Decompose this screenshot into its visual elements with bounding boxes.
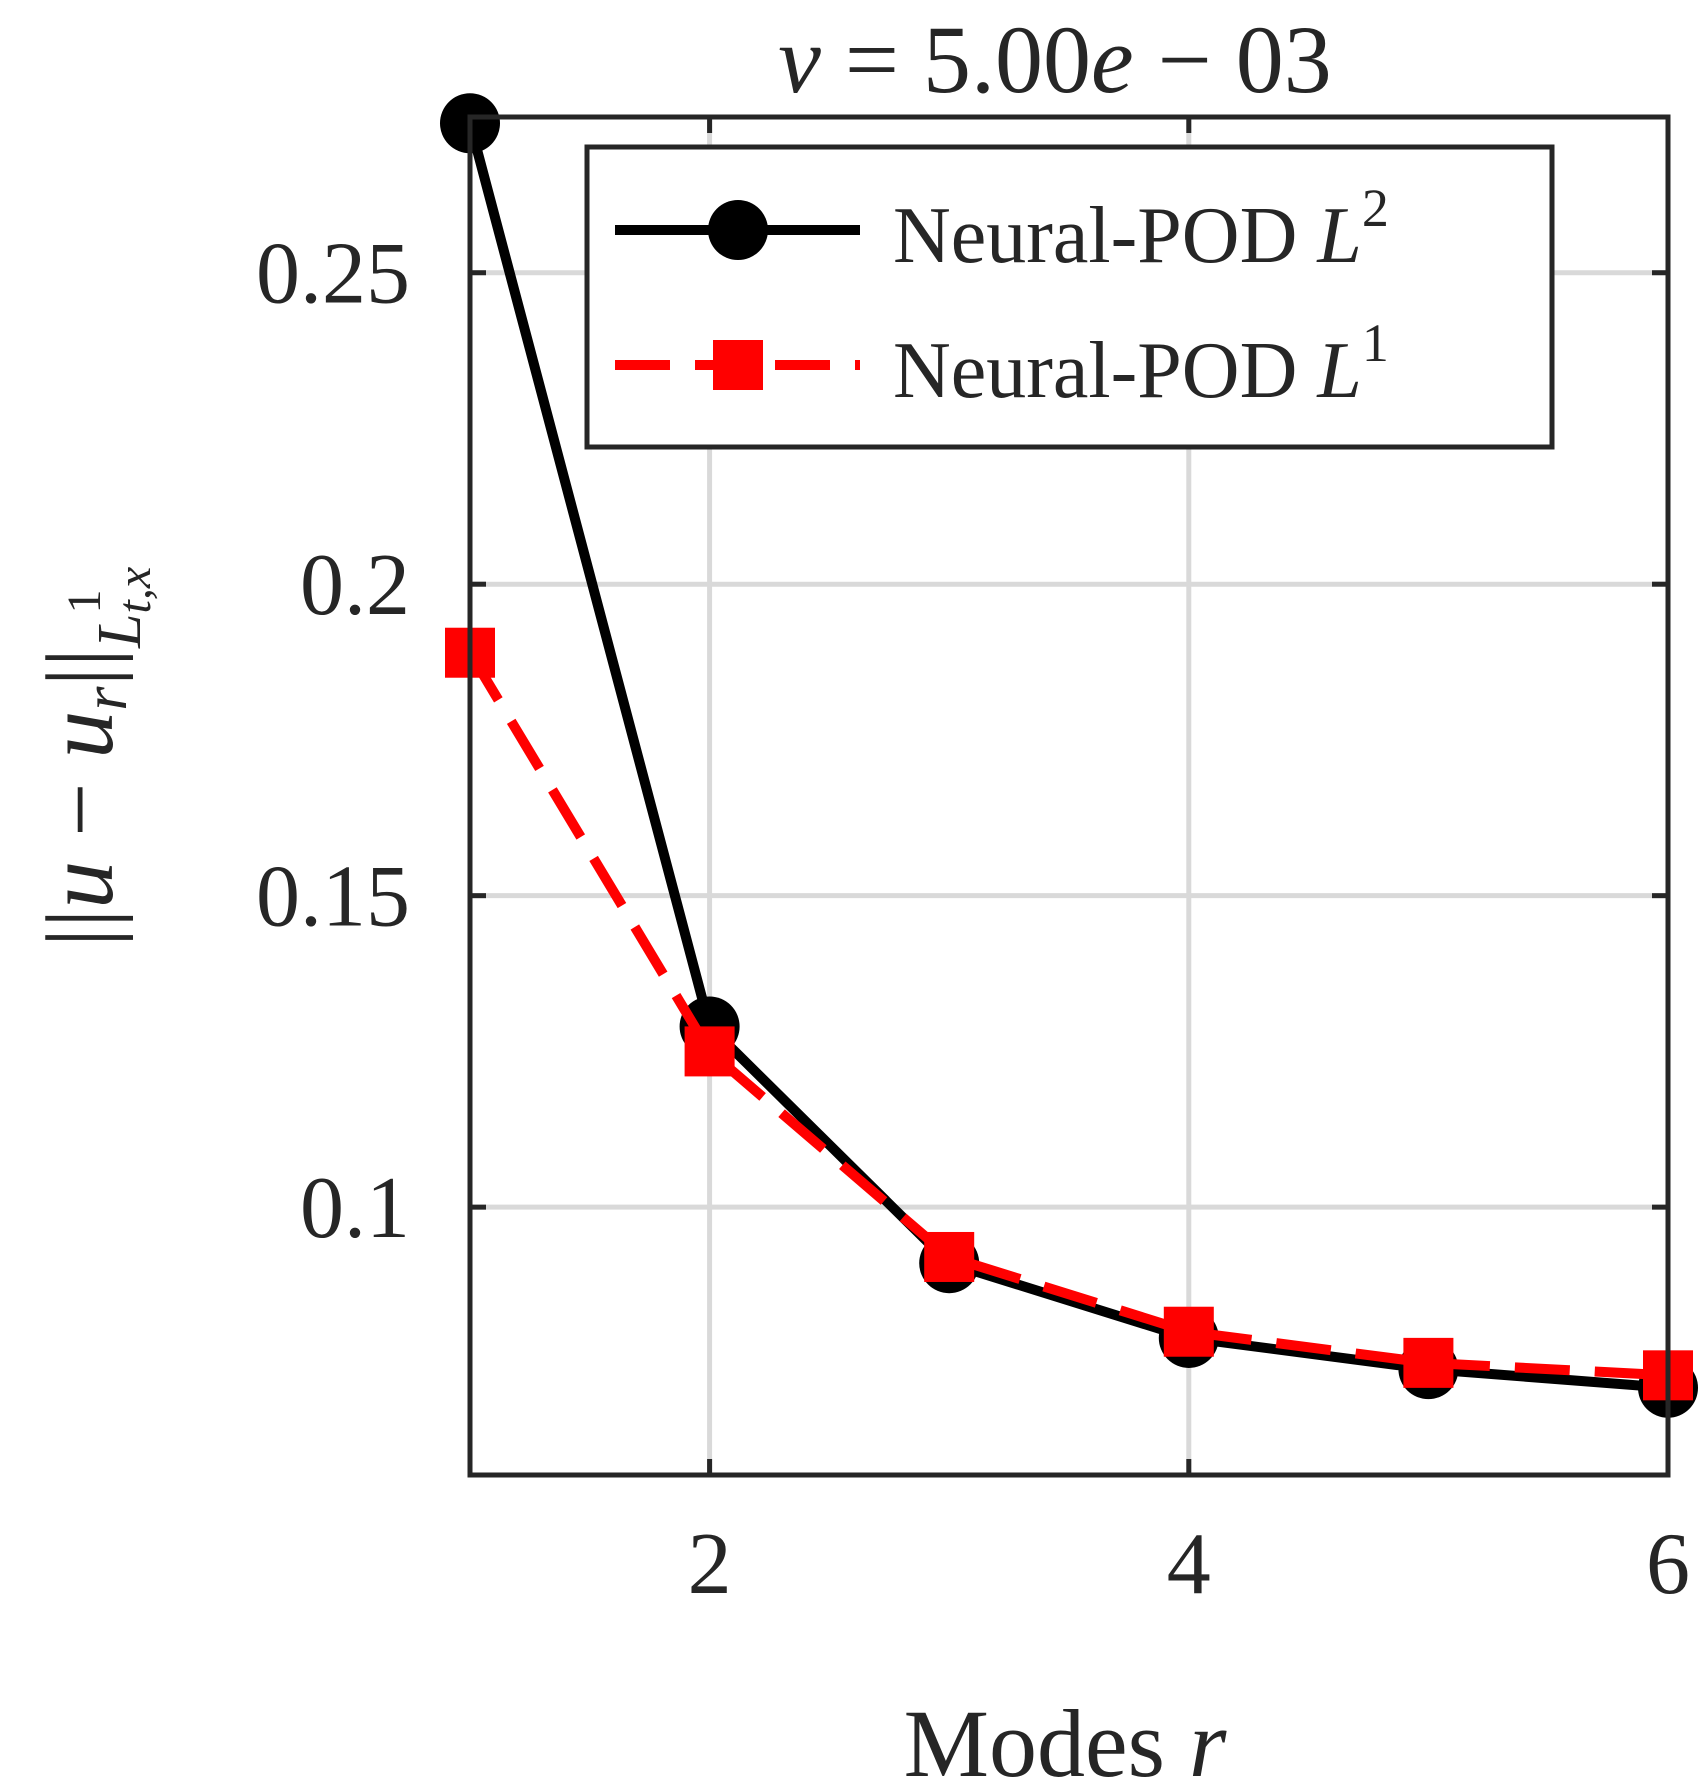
x-tick-label: 2 [688,1516,732,1613]
x-tick-label: 6 [1646,1516,1690,1613]
y-tick-label: 0.2 [300,537,410,634]
data-point-square [685,1026,735,1076]
data-point-square [1403,1338,1453,1388]
data-point-square [1164,1307,1214,1357]
series-line [470,653,1668,1376]
legend-label-l2: Neural-POD L2 [893,178,1389,280]
legend-marker-square [713,340,763,390]
chart-title: ν = 5.00e − 03 [778,6,1332,113]
x-axis-label: Modes r [904,1690,1227,1788]
y-axis-label: ||u − ur||L1t,x [26,567,161,947]
legend-label-l1: Neural-POD L1 [893,313,1389,415]
data-point-square [924,1232,974,1282]
x-tick-label: 4 [1167,1516,1211,1613]
y-tick-label: 0.1 [300,1160,410,1257]
legend-marker-circle [708,200,768,260]
legend: Neural-POD L2 Neural-POD L1 [587,147,1552,447]
y-tick-label: 0.15 [256,849,410,946]
y-tick-label: 0.25 [256,226,410,323]
chart: ν = 5.00e − 03 2 4 6 0.1 0.15 0.2 0.25 Modes r… [0,0,1702,1788]
